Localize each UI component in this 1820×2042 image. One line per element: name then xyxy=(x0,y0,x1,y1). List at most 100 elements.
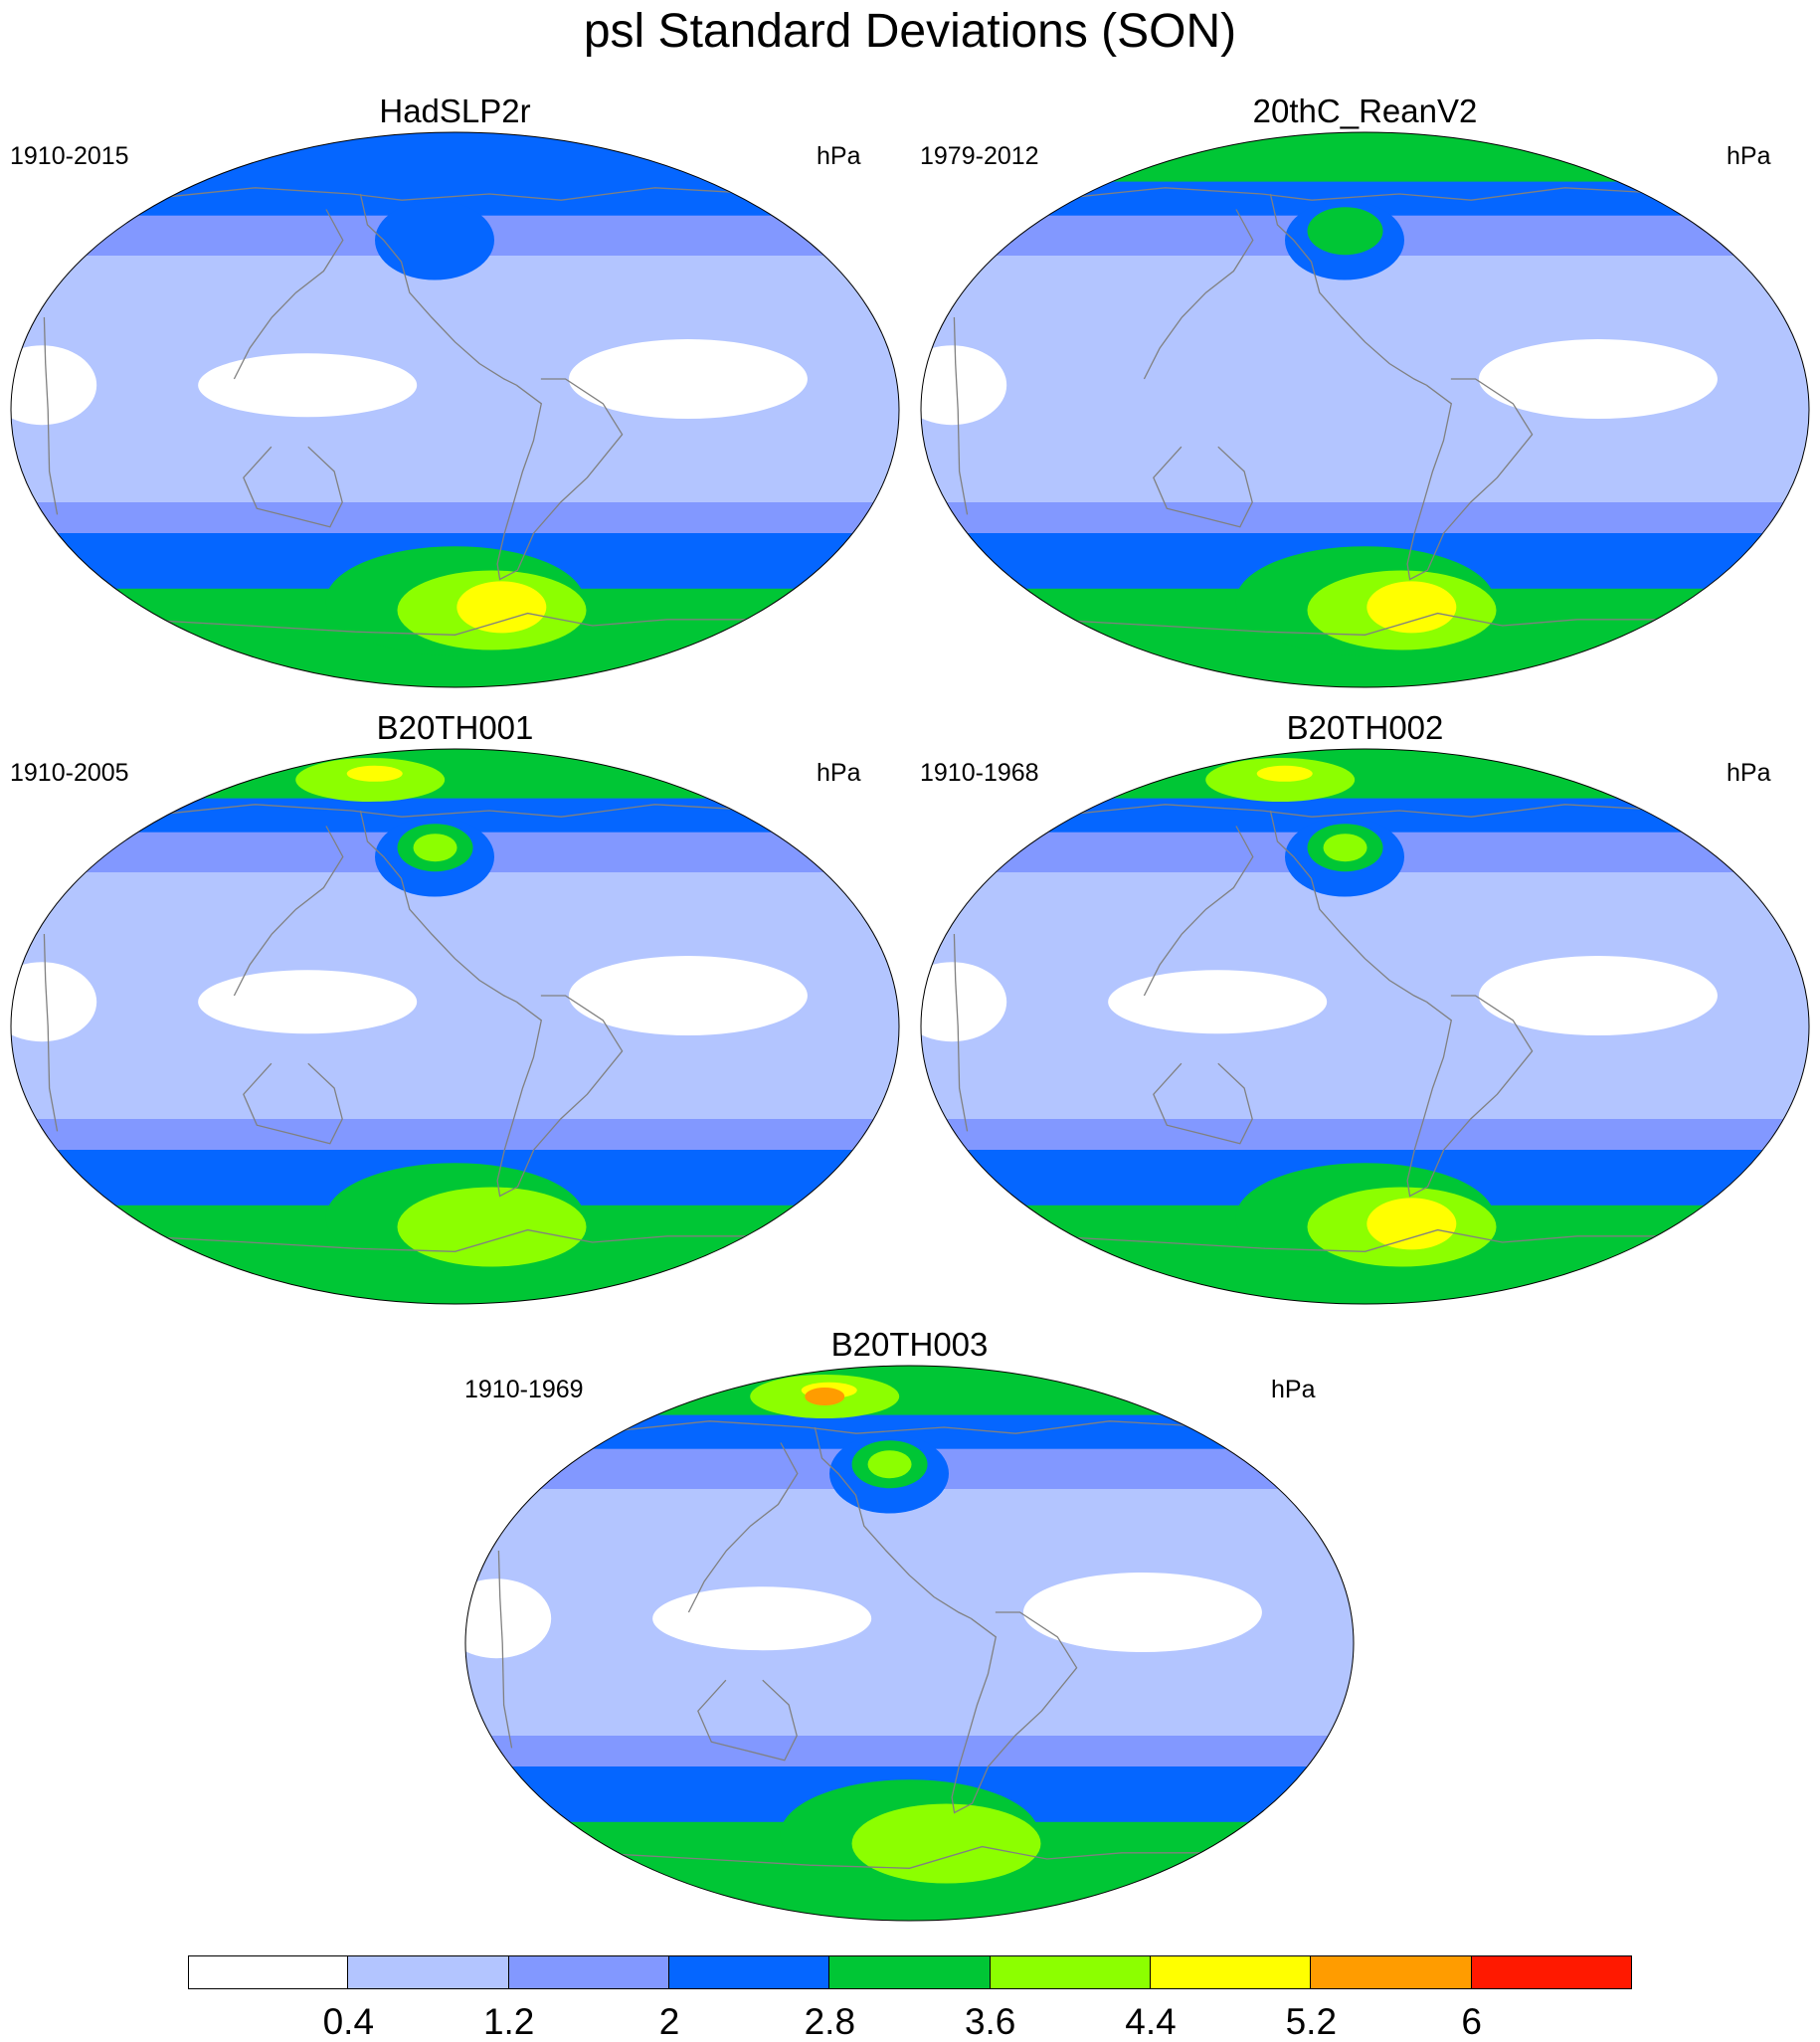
aleutian-inner-blob xyxy=(1307,207,1383,256)
coastline xyxy=(496,995,624,1198)
panel-title: B20TH002 xyxy=(1286,709,1444,746)
south-blob-4.4-5.2 xyxy=(456,581,547,634)
coastline xyxy=(1143,826,1254,997)
atlantic-white-zone xyxy=(568,956,808,1035)
coastline xyxy=(136,1228,774,1252)
south-blob-4.4-5.2 xyxy=(1366,581,1457,634)
panel-title: HadSLP2r xyxy=(379,93,531,129)
aleutian-core-blob xyxy=(413,834,457,862)
colorbar-box xyxy=(508,1955,669,1989)
panel-b20th003: B20TH003 1910-1969 hPa xyxy=(455,1233,1365,1922)
coastline xyxy=(43,316,59,515)
units-label: hPa xyxy=(1727,142,1771,170)
coastline xyxy=(1046,804,1675,818)
period-label: 1910-2015 xyxy=(10,142,129,170)
panel-title: 20thC_ReanV2 xyxy=(1252,93,1478,129)
coastline xyxy=(136,612,774,636)
atlantic-white-zone xyxy=(1478,339,1718,419)
north-blob-5.2-6 xyxy=(805,1388,845,1405)
map-border xyxy=(920,748,1810,1305)
south-blob-3.6-4.4 xyxy=(851,1803,1041,1884)
coastline xyxy=(591,1420,1219,1434)
colorbar-box xyxy=(829,1955,991,1989)
robinson-map xyxy=(920,748,1810,1305)
colorbar-box xyxy=(1151,1955,1312,1989)
north-band-2.8-3.6 xyxy=(11,749,899,799)
units-label: hPa xyxy=(1727,759,1771,787)
colorbar-tick-label: 4.4 xyxy=(1125,2001,1177,2042)
coastline xyxy=(1046,1228,1684,1252)
robinson-map xyxy=(464,1365,1355,1922)
north-band-2.8-3.6 xyxy=(921,132,1809,182)
map-border xyxy=(920,131,1810,688)
figure-title: psl Standard Deviations (SON) xyxy=(583,5,1237,58)
north-band-2.8-3.6 xyxy=(921,749,1809,799)
south-blob-3.6-4.4 xyxy=(397,1187,587,1267)
colorbar-tick-label: 2.8 xyxy=(804,2001,856,2042)
coastline xyxy=(1269,810,1427,1003)
colorbar-box xyxy=(1471,1955,1632,1989)
coastline xyxy=(233,826,344,997)
colorbar-tick-label: 6 xyxy=(1461,2001,1482,2042)
pacific-white-zone xyxy=(652,1586,872,1651)
coastline xyxy=(1406,378,1534,581)
coastline xyxy=(697,1679,798,1762)
colorbar-tick-label: 3.6 xyxy=(964,2001,1016,2042)
coastline xyxy=(136,187,765,201)
colorbar-tick-label: 1.2 xyxy=(482,2001,535,2042)
coastline xyxy=(953,933,969,1132)
coastline xyxy=(1269,193,1427,386)
coastline xyxy=(497,1550,513,1749)
robinson-map xyxy=(920,131,1810,688)
colorbar-box xyxy=(669,1955,830,1989)
units-label: hPa xyxy=(817,759,861,787)
period-label: 1910-1968 xyxy=(920,759,1039,787)
coastline xyxy=(1046,612,1684,636)
colorbar xyxy=(188,1955,1632,1989)
colorbar-box xyxy=(188,1955,349,1989)
atlantic-white-zone xyxy=(1022,1573,1262,1652)
units-label: hPa xyxy=(817,142,861,170)
aleutian-core-blob xyxy=(1323,834,1367,862)
panel-b20th002: B20TH002 1910-1968 hPa xyxy=(910,617,1820,1305)
pacific-white-zone xyxy=(198,353,418,418)
panel-hadslp2r: HadSLP2r 1910-2015 hPa xyxy=(0,0,910,688)
units-label: hPa xyxy=(1271,1376,1316,1403)
north-band-2.8-3.6 xyxy=(465,1366,1354,1415)
aleutian-blob xyxy=(375,200,495,280)
colorbar-tick-label: 5.2 xyxy=(1285,2001,1338,2042)
coastline xyxy=(1153,1062,1253,1145)
coastline xyxy=(359,810,517,1003)
coastline xyxy=(243,1062,343,1145)
map-border xyxy=(10,748,900,1305)
period-label: 1979-2012 xyxy=(920,142,1039,170)
colorbar-tick-label: 2 xyxy=(658,2001,680,2042)
south-blob-4.4-5.2 xyxy=(1366,1198,1457,1250)
atlantic-white-zone xyxy=(1478,956,1718,1035)
north-blob-4.4-5.2 xyxy=(1256,765,1313,782)
coastline xyxy=(43,933,59,1132)
period-label: 1910-2005 xyxy=(10,759,129,787)
coastline xyxy=(496,378,624,581)
colorbar-tick-label: 0.4 xyxy=(322,2001,375,2042)
coastline xyxy=(1153,446,1253,528)
coastline xyxy=(687,1442,799,1613)
map-border xyxy=(10,131,900,688)
panel-20thc-reanv2: 20thC_ReanV2 1979-2012 hPa xyxy=(910,0,1820,688)
map-border xyxy=(464,1365,1355,1922)
coastline xyxy=(953,316,969,515)
north-blob-4.4-5.2 xyxy=(346,765,403,782)
panel-title: B20TH003 xyxy=(830,1326,989,1363)
atlantic-white-zone xyxy=(568,339,808,419)
coastline xyxy=(243,446,343,528)
aleutian-core-blob xyxy=(867,1450,912,1479)
robinson-map xyxy=(10,748,900,1305)
panel-title: B20TH001 xyxy=(376,709,534,746)
coastline xyxy=(1406,995,1534,1198)
coastline xyxy=(359,193,517,386)
coastline xyxy=(1046,187,1675,201)
coastline xyxy=(951,1611,1078,1814)
colorbar-box xyxy=(990,1955,1151,1989)
panel-b20th001: B20TH001 1910-2005 hPa xyxy=(0,617,910,1305)
coastline xyxy=(591,1845,1228,1869)
